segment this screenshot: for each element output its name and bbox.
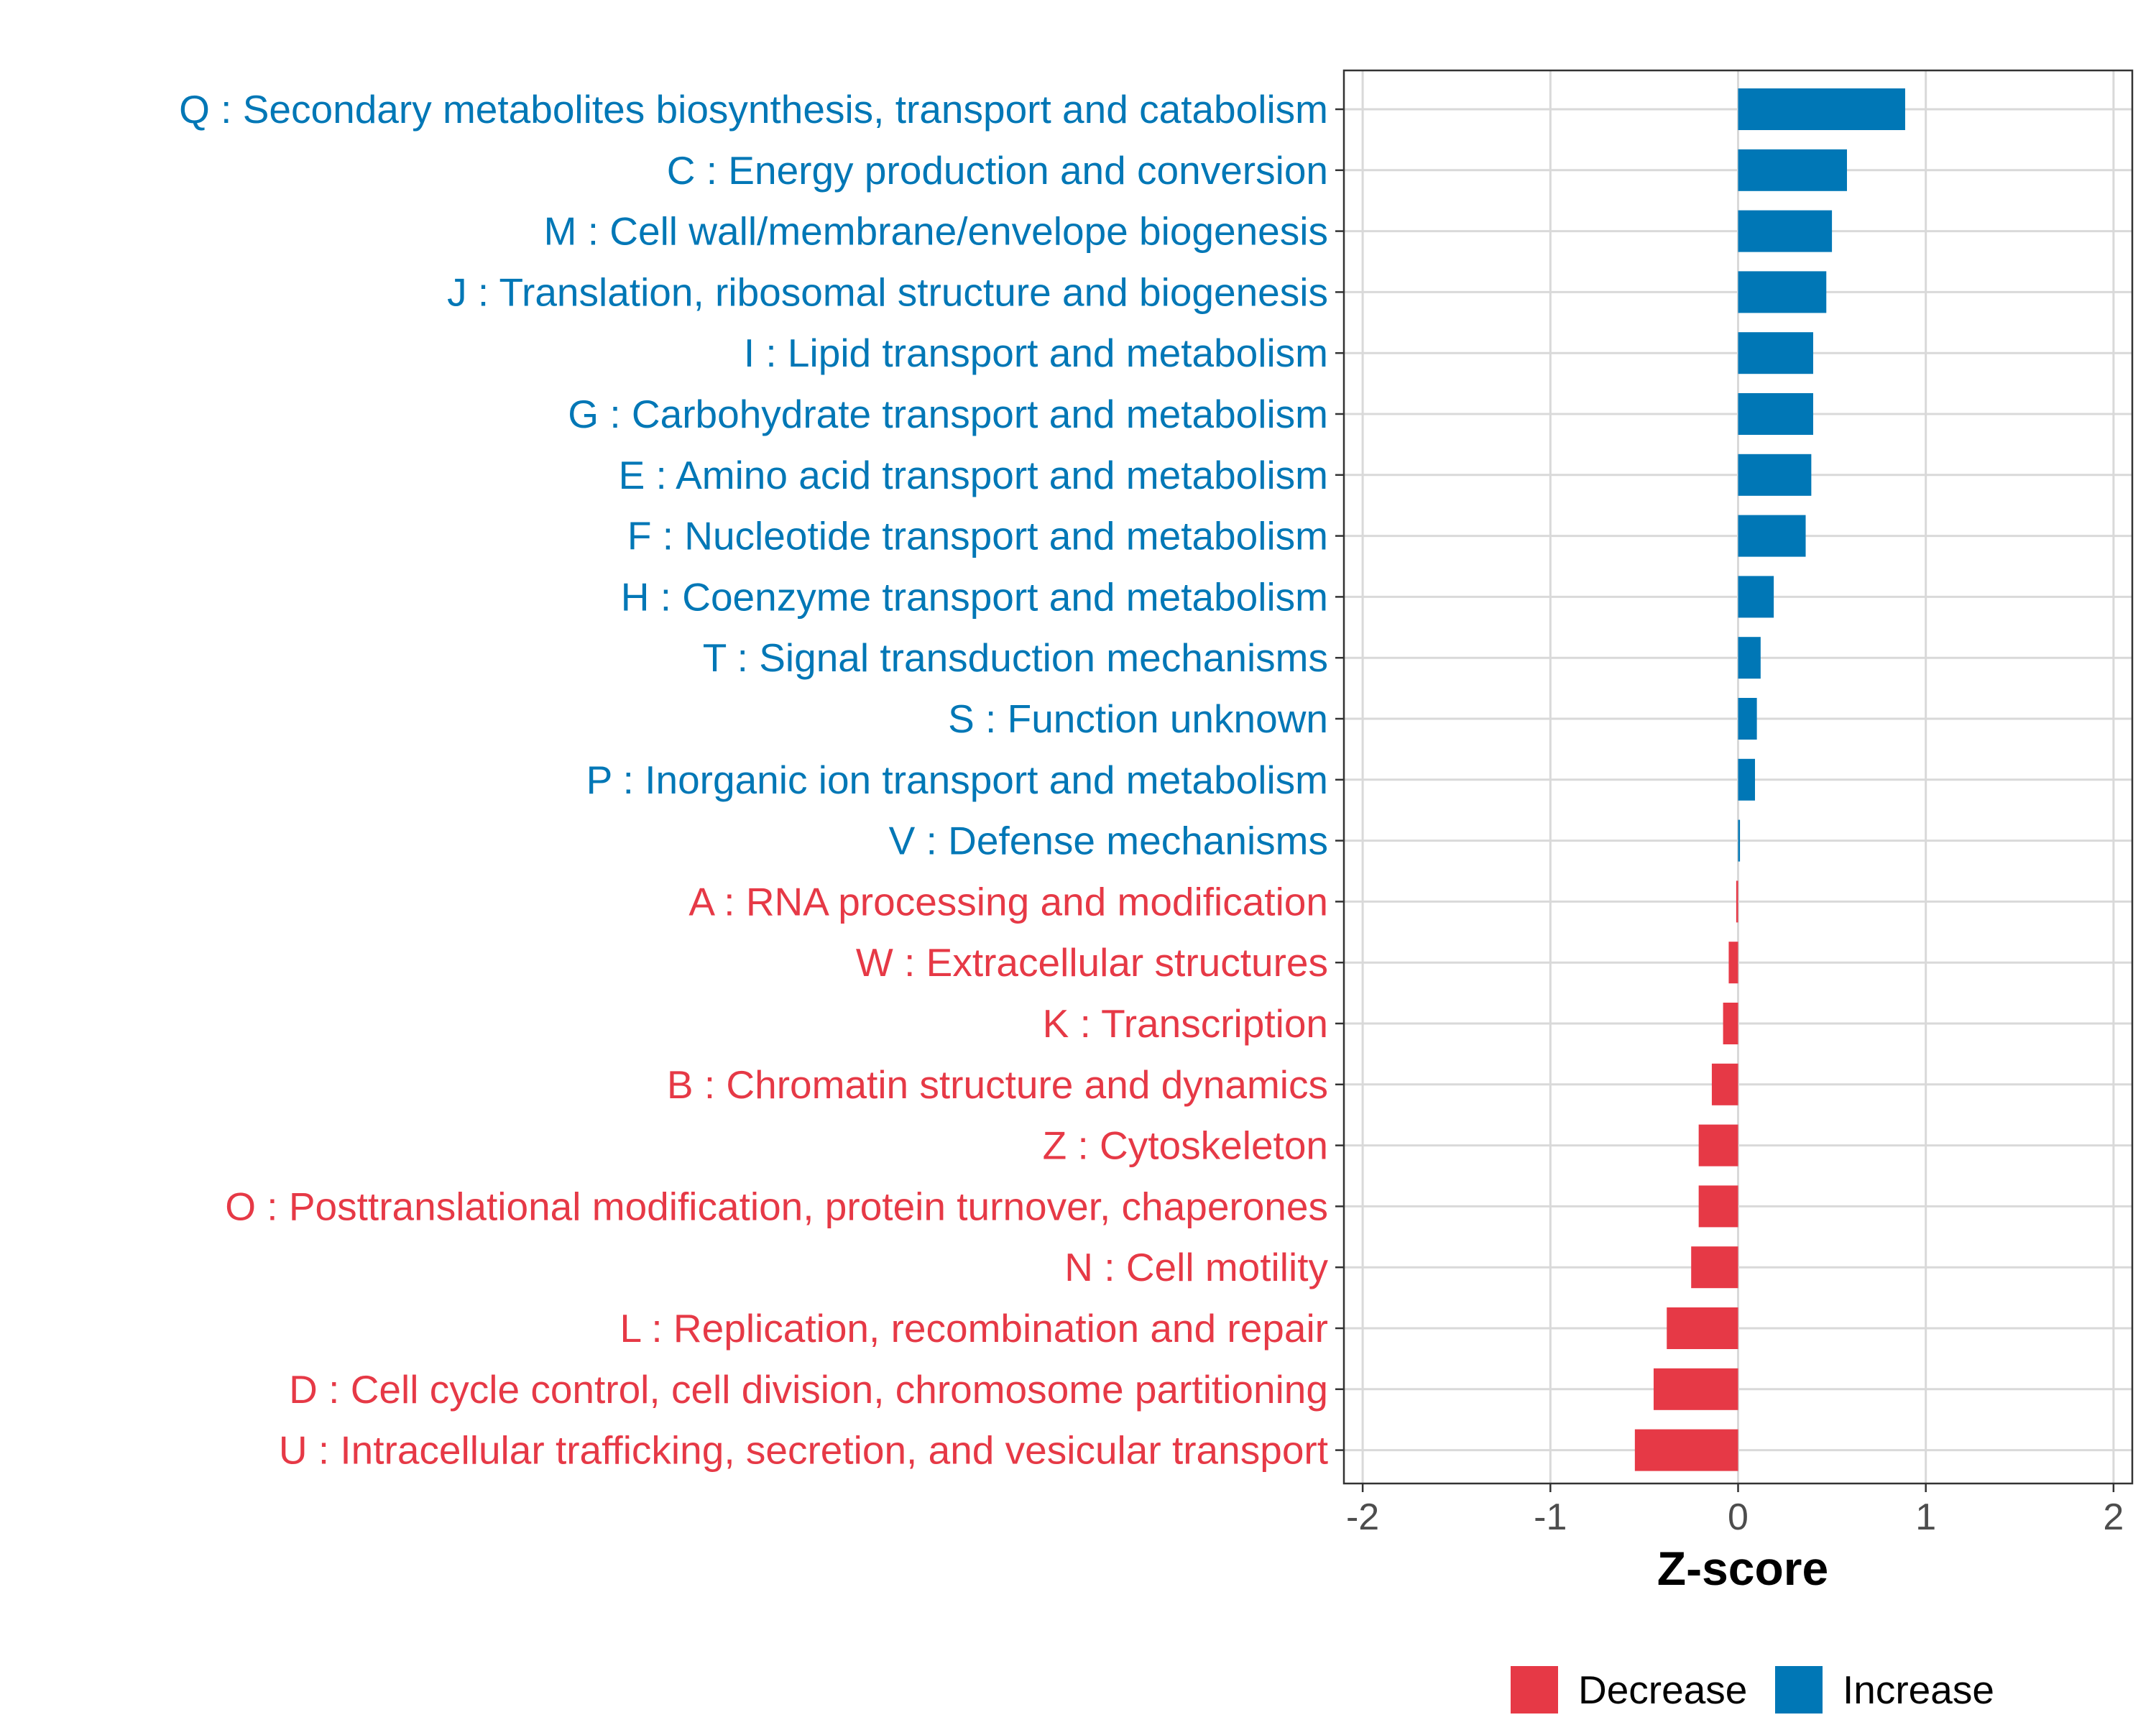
x-tick-label: 2 (2103, 1496, 2124, 1538)
category-label: P : Inorganic ion transport and metaboli… (586, 758, 1328, 802)
category-label: O : Posttranslational modification, prot… (225, 1184, 1328, 1228)
x-ticks: -2 -1 0 1 2 (1346, 1484, 2124, 1538)
category-label: F : Nucleotide transport and metabolism (627, 514, 1328, 558)
category-label: V : Defense mechanisms (889, 819, 1328, 863)
bar-o (1698, 1185, 1738, 1228)
category-label: B : Chromatin structure and dynamics (667, 1062, 1328, 1107)
bar-u (1634, 1429, 1738, 1471)
bar-q (1738, 88, 1905, 130)
category-label: I : Lipid transport and metabolism (744, 331, 1328, 375)
category-label: H : Coenzyme transport and metabolism (621, 574, 1328, 619)
bar-c (1738, 149, 1847, 191)
x-tick-label: 1 (1915, 1496, 1936, 1538)
category-label: M : Cell wall/membrane/envelope biogenes… (544, 209, 1328, 254)
category-label: S : Function unknown (948, 696, 1328, 741)
x-axis-title: Z-score (1657, 1542, 1828, 1595)
bar-m (1738, 210, 1833, 252)
category-label: E : Amino acid transport and metabolism (619, 453, 1328, 497)
bar-a (1736, 880, 1738, 923)
legend: Decrease Increase (1511, 1666, 1994, 1714)
bar-d (1653, 1368, 1738, 1410)
bar-v (1738, 819, 1741, 862)
category-label: G : Carbohydrate transport and metabolis… (568, 392, 1328, 436)
legend-label-increase: Increase (1843, 1668, 1994, 1712)
bars (1634, 88, 1905, 1471)
bar-h (1738, 576, 1774, 618)
category-label: U : Intracellular trafficking, secretion… (279, 1428, 1328, 1473)
category-label: Q : Secondary metabolites biosynthesis, … (179, 87, 1328, 132)
category-label: D : Cell cycle control, cell division, c… (289, 1367, 1328, 1412)
category-label: A : RNA processing and modification (688, 879, 1328, 924)
legend-key-decrease (1511, 1666, 1558, 1714)
category-label: J : Translation, ribosomal structure and… (447, 270, 1328, 314)
bar-n (1691, 1246, 1738, 1289)
legend-key-increase (1775, 1666, 1823, 1714)
x-tick-label: -1 (1534, 1496, 1567, 1538)
bar-p (1738, 758, 1756, 801)
bar-w (1728, 942, 1738, 984)
bar-i (1738, 332, 1813, 374)
bar-j (1738, 271, 1827, 313)
category-label: Z : Cytoskeleton (1043, 1123, 1328, 1168)
bar-z (1698, 1124, 1738, 1167)
category-label: T : Signal transduction mechanisms (703, 635, 1328, 680)
y-tick-marks (1335, 108, 1344, 1451)
category-label: K : Transcription (1043, 1001, 1328, 1046)
category-labels: Q : Secondary metabolites biosynthesis, … (179, 87, 1328, 1473)
bar-k (1723, 1003, 1738, 1044)
bar-b (1711, 1063, 1738, 1105)
bar-s (1738, 698, 1757, 740)
x-tick-label: 0 (1728, 1496, 1749, 1538)
x-tick-label: -2 (1346, 1496, 1379, 1538)
category-label: N : Cell motility (1064, 1245, 1328, 1289)
bar-l (1667, 1307, 1738, 1349)
bar-f (1738, 515, 1806, 557)
category-label: W : Extracellular structures (856, 940, 1328, 985)
bar-e (1738, 454, 1812, 496)
category-label: L : Replication, recombination and repai… (620, 1306, 1328, 1351)
bar-g (1738, 393, 1813, 435)
category-label: C : Energy production and conversion (667, 148, 1328, 193)
bar-t (1738, 637, 1761, 679)
legend-label-decrease: Decrease (1578, 1668, 1747, 1712)
